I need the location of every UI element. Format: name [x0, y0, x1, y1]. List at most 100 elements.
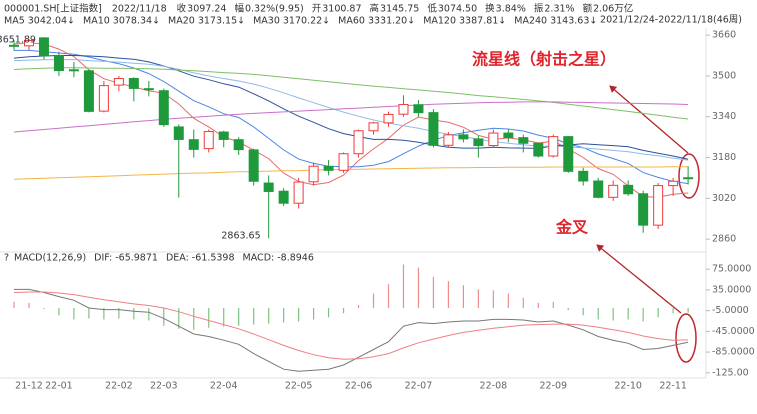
x-tick-label: 22-07 [405, 381, 433, 392]
ma-line [14, 49, 689, 185]
candle-body [233, 139, 244, 151]
candle-body [488, 132, 499, 147]
legend-value: 3078.34↓ [113, 16, 160, 27]
candle-body [128, 77, 139, 89]
info-label: 开 [312, 4, 322, 15]
candle-body [638, 193, 649, 226]
candle-body [503, 132, 514, 139]
ma-line [13, 55, 689, 160]
legend-value: 3173.15↓ [198, 16, 245, 27]
candle-body [158, 90, 169, 126]
candle-body [533, 142, 544, 157]
candle-body [68, 69, 79, 72]
candle-body [293, 181, 304, 204]
info-label: 振 [534, 3, 544, 15]
annotation: 金叉 [555, 218, 589, 237]
candle-body [248, 149, 259, 182]
high-label: 3651.89 [0, 35, 36, 46]
legend-label: MACD: -8.8946 [243, 253, 314, 264]
arrow [609, 85, 689, 154]
legend-name: MA240 [514, 16, 547, 27]
candle-body [38, 37, 49, 57]
ma-line [13, 42, 689, 198]
y-tick-label: -125.00 [712, 367, 749, 378]
info-value: 2.06万亿 [593, 3, 633, 15]
candle-body [548, 136, 559, 157]
y-tick-label: 3660 [712, 30, 736, 41]
candle-body [353, 130, 364, 155]
legend-value: 3042.04↓ [28, 16, 75, 27]
y-tick-label: -85.0000 [712, 347, 755, 358]
symbol: 000001.SH[上证指数] [4, 3, 102, 15]
x-tick-label: 22-11 [659, 381, 687, 392]
candle-body [653, 185, 664, 226]
date: 2022/11/18 [112, 4, 167, 15]
x-tick-label: 22-10 [614, 381, 642, 392]
x-tick-label: 22-04 [210, 381, 238, 392]
legend-name: MA10 [83, 16, 110, 27]
candle-body [203, 131, 214, 150]
y-tick-label: 75.0000 [712, 264, 751, 275]
candle-body [323, 165, 334, 171]
candle-body [9, 44, 19, 47]
candle-body [338, 153, 349, 171]
y-tick-label: 3020 [712, 193, 736, 204]
info-label: 收 [177, 3, 187, 15]
candle-body [593, 180, 604, 198]
candle-body [458, 134, 469, 140]
macd-line [14, 288, 689, 372]
candle-body [413, 104, 424, 114]
info-value: 3.84% [496, 4, 526, 15]
candle-body [578, 170, 589, 182]
x-tick-label: 21-12 [15, 381, 43, 392]
info-label: 幅 [234, 3, 244, 15]
info-label: 低 [427, 3, 437, 15]
candle-body [473, 138, 484, 147]
x-tick-label: 22-03 [150, 381, 178, 392]
ma-line [13, 166, 689, 180]
legend-label: DIF: -65.9871 [94, 253, 158, 264]
candle-body [383, 113, 394, 124]
legend-value: 3387.81↓ [459, 16, 506, 27]
candle-body [428, 112, 439, 146]
info-value: 2.31% [544, 4, 574, 15]
x-tick-label: 22-05 [285, 381, 313, 392]
help-icon: ? [4, 253, 9, 264]
candle-body [263, 182, 274, 192]
ma-line [13, 67, 689, 120]
candle-body [173, 126, 184, 140]
arrow [596, 244, 682, 314]
candle-body [518, 137, 529, 144]
candle-body [683, 177, 694, 180]
candle-body [188, 139, 199, 150]
info-value: 3100.87 [322, 4, 361, 15]
y-tick-label: 2860 [712, 234, 736, 245]
highlight-ellipse [678, 153, 700, 199]
ma-line [13, 101, 689, 133]
legend-name: MA120 [423, 16, 456, 27]
candle-body [23, 39, 34, 47]
macd-title: MACD(12,26,9) [14, 253, 86, 264]
info-value: 3097.24 [187, 4, 226, 15]
candle-body [608, 184, 619, 198]
x-tick-label: 22-01 [45, 381, 73, 392]
candle-body [368, 122, 379, 132]
candle-body [398, 103, 409, 115]
info-label: 高 [370, 3, 380, 15]
legend-value: 3331.20↓ [368, 16, 415, 27]
legend-name: MA20 [168, 16, 195, 27]
legend-value: 3143.63↓ [550, 16, 597, 27]
y-tick-label: -45.0000 [712, 326, 755, 337]
legend-name: MA30 [253, 16, 280, 27]
ma-line [13, 59, 689, 161]
period: 2021/12/24-2022/11/18(46周) [600, 15, 742, 26]
legend-name: MA60 [338, 16, 365, 27]
candle-body [308, 165, 319, 183]
y-tick-label: -5.0000 [712, 305, 749, 316]
candle-body [563, 136, 574, 172]
annotation: 流星线（射击之星） [472, 50, 616, 69]
highlight-ellipse [675, 313, 697, 363]
info-label: 额 [583, 3, 593, 15]
info-value: 0.32%(9.95) [245, 4, 304, 15]
